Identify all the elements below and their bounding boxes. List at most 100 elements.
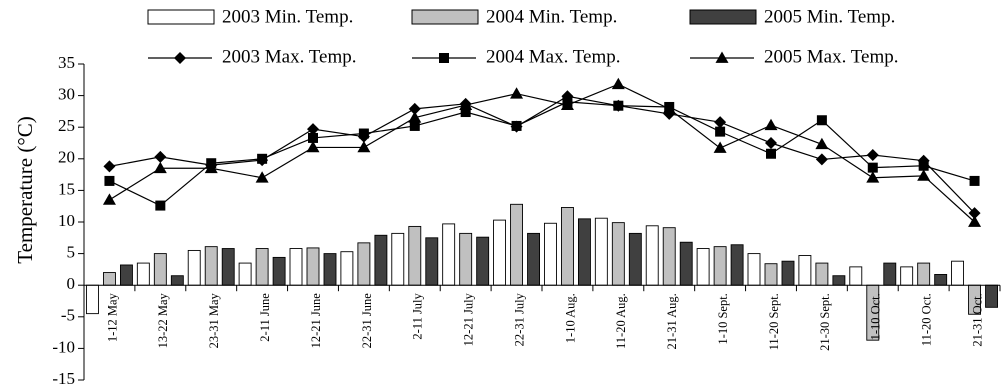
- bar-2004-min-temp: [917, 262, 931, 286]
- bar-2004-min-temp: [204, 246, 218, 286]
- bar-2005-min-temp: [170, 275, 184, 286]
- point-2005-max-temp: [102, 193, 116, 205]
- point-2005-max-temp: [917, 169, 931, 181]
- x-tick-label: 21-31 Oct.: [970, 293, 984, 346]
- bar-2004-min-temp: [459, 232, 473, 286]
- y-tick-label: 0: [67, 274, 76, 293]
- point-2003-max-temp: [968, 207, 981, 220]
- legend: 2003 Min. Temp. 2004 Min. Temp. 2005 Min. …: [147, 6, 898, 67]
- bar-2004-min-temp: [611, 222, 625, 286]
- line-2003-max-temp: [109, 95, 975, 214]
- y-tick-label: -10: [52, 337, 75, 356]
- bar-2003-min-temp: [187, 249, 201, 286]
- legend-label-2004-max-temp: 2004 Max. Temp.: [486, 46, 620, 67]
- bar-2003-min-temp: [645, 225, 659, 286]
- bar-2005-min-temp: [221, 248, 235, 286]
- legend-label-2005-max-temp: 2005 Max. Temp.: [764, 46, 898, 67]
- x-tick-label: 13-22 May: [156, 292, 170, 348]
- bar-2005-min-temp: [679, 241, 693, 286]
- y-tick-label: 25: [58, 116, 75, 135]
- bar-2003-min-temp: [543, 222, 557, 286]
- x-tick-label: 23-31 May: [207, 292, 221, 348]
- x-tick-label: 22-31 July: [512, 292, 526, 346]
- bar-2005-min-temp: [832, 275, 846, 286]
- point-2003-max-temp: [714, 116, 727, 129]
- bar-2003-min-temp: [85, 284, 99, 315]
- line-2004-max-temp: [109, 101, 975, 207]
- bar-2004-min-temp: [764, 263, 778, 286]
- legend-swatch-2005-min-temp: [689, 9, 757, 25]
- bar-2004-min-temp: [306, 247, 320, 286]
- y-tick-label: -15: [52, 369, 75, 388]
- point-2004-max-temp: [155, 200, 166, 211]
- point-2004-max-temp: [867, 162, 878, 173]
- point-2005-max-temp: [662, 102, 676, 114]
- point-2005-max-temp: [815, 137, 829, 150]
- bar-2003-min-temp: [951, 260, 965, 286]
- legend-label-2004-min-temp: 2004 Min. Temp.: [486, 6, 617, 27]
- bar-2003-min-temp: [900, 266, 914, 286]
- bar-2003-min-temp: [442, 223, 456, 286]
- bar-2003-min-temp: [747, 253, 761, 286]
- bar-2005-min-temp: [883, 262, 897, 286]
- plot-area: [85, 77, 999, 341]
- x-tick-label: 21-30 Sept.: [818, 293, 832, 351]
- point-2004-max-temp: [816, 115, 827, 126]
- bar-2004-min-temp: [510, 203, 524, 286]
- bar-2005-min-temp: [272, 256, 286, 286]
- bar-2003-min-temp: [493, 219, 507, 286]
- y-tick-label: 35: [58, 53, 75, 72]
- point-2003-max-temp: [815, 153, 828, 166]
- bar-2003-min-temp: [238, 262, 252, 286]
- point-2004-max-temp: [460, 107, 471, 118]
- point-2003-max-temp: [866, 149, 879, 162]
- bar-2003-min-temp: [391, 232, 405, 286]
- bar-2004-min-temp: [102, 272, 116, 286]
- point-2005-max-temp: [306, 140, 320, 153]
- point-2005-max-temp: [510, 87, 524, 99]
- x-tick-label: 12-21 June: [309, 293, 323, 349]
- point-2004-max-temp: [613, 100, 624, 111]
- point-2003-max-temp: [103, 160, 116, 173]
- legend-marker-2005-max-temp: [715, 51, 729, 63]
- point-2004-max-temp: [715, 126, 726, 137]
- point-2005-max-temp: [204, 161, 218, 174]
- bar-2003-min-temp: [136, 262, 150, 286]
- point-2005-max-temp: [866, 171, 880, 183]
- bar-2005-min-temp: [425, 237, 439, 286]
- point-2005-max-temp: [968, 215, 982, 227]
- legend-marker-2004-max-temp: [439, 53, 449, 63]
- bar-2004-min-temp: [153, 253, 167, 286]
- point-2005-max-temp: [153, 161, 167, 174]
- point-2004-max-temp: [409, 120, 420, 131]
- bar-2004-min-temp: [408, 225, 422, 286]
- y-tick-label: 10: [58, 211, 75, 230]
- x-axis: 1-12 May 13-22 May 23-31 May 2-11 June 12-21…: [83, 284, 1001, 351]
- x-tick-label: 12-21 July: [462, 292, 476, 346]
- x-tick-label: 11-20 Sept.: [767, 293, 781, 350]
- bar-2003-min-temp: [849, 266, 863, 286]
- y-tick-label: 15: [58, 179, 75, 198]
- bar-2005-min-temp: [527, 232, 541, 286]
- y-axis-title: Temperature (°C): [13, 116, 37, 263]
- point-2004-max-temp: [969, 175, 980, 186]
- x-tick-label: 1-10 Aug.: [563, 293, 577, 343]
- bar-2004-min-temp: [357, 242, 371, 286]
- point-2005-max-temp: [255, 171, 269, 183]
- bar-2004-min-temp: [255, 248, 269, 286]
- y-tick-label: 30: [58, 85, 75, 104]
- point-2004-max-temp: [308, 132, 318, 143]
- point-2003-max-temp: [307, 123, 319, 136]
- bar-2003-min-temp: [696, 248, 710, 286]
- bar-2004-min-temp: [662, 227, 676, 286]
- bar-2005-min-temp: [119, 264, 133, 286]
- point-2003-max-temp: [408, 102, 421, 115]
- bar-2004-min-temp: [815, 262, 829, 286]
- point-2005-max-temp: [459, 98, 473, 110]
- point-2005-max-temp: [408, 111, 422, 123]
- bar-2003-min-temp: [340, 251, 354, 286]
- y-tick-label: 5: [67, 243, 76, 262]
- bar-2005-min-temp: [781, 260, 795, 286]
- bar-2005-min-temp: [628, 232, 642, 286]
- point-2003-max-temp: [154, 150, 167, 163]
